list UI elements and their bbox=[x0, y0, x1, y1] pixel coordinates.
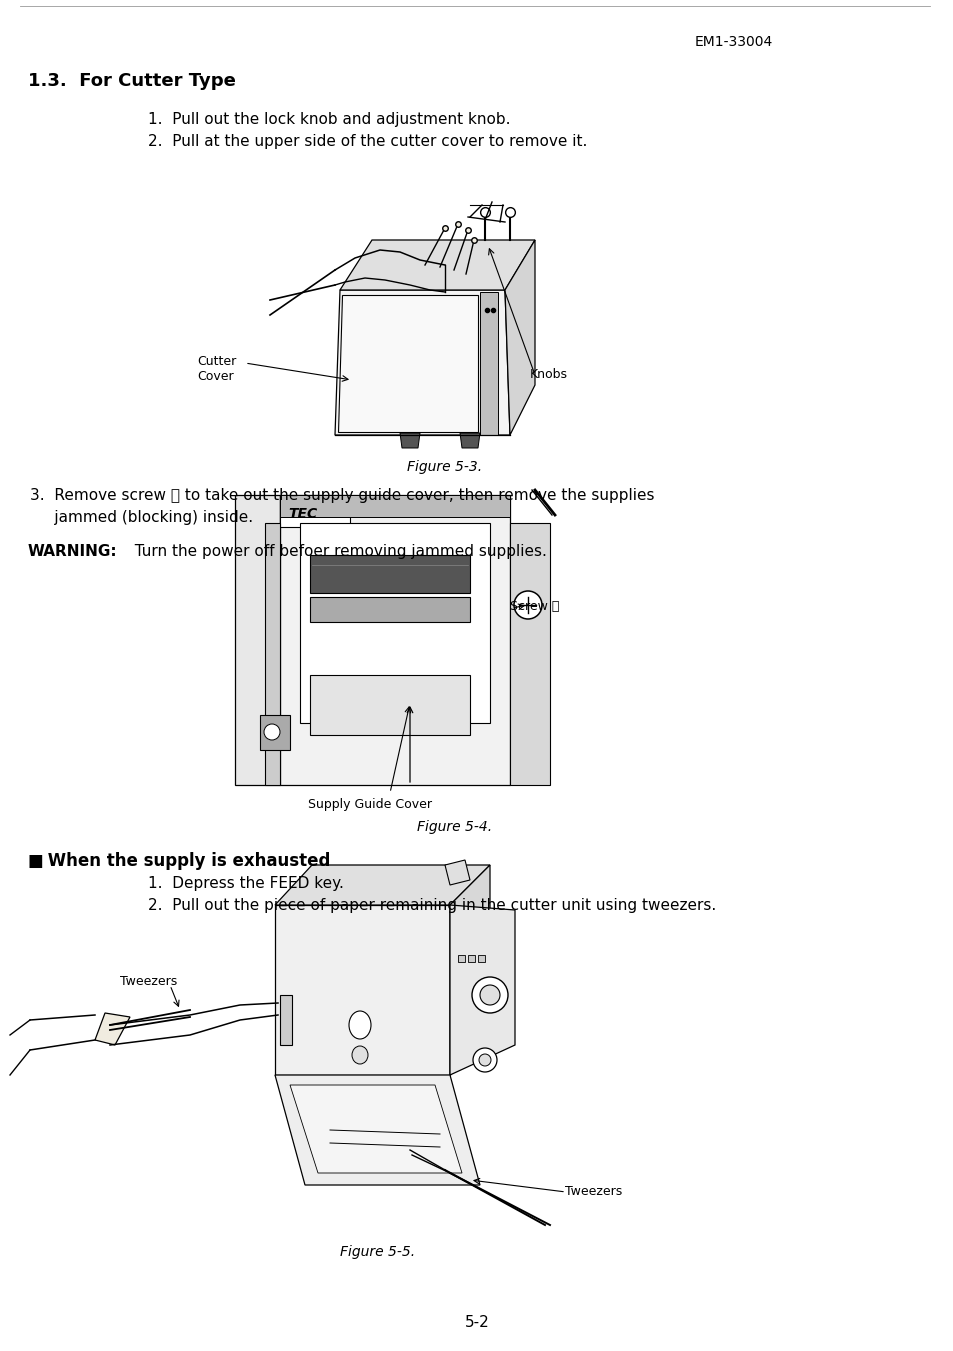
Bar bbox=[310, 676, 470, 735]
Text: Tweezers: Tweezers bbox=[120, 975, 177, 988]
Polygon shape bbox=[504, 240, 535, 435]
Polygon shape bbox=[280, 494, 510, 785]
Bar bbox=[280, 494, 350, 527]
Text: Tweezers: Tweezers bbox=[564, 1185, 621, 1198]
Polygon shape bbox=[399, 434, 419, 449]
Ellipse shape bbox=[352, 1046, 368, 1065]
Bar bbox=[477, 955, 484, 962]
Bar bbox=[468, 955, 475, 962]
Text: Supply Guide Cover: Supply Guide Cover bbox=[308, 798, 432, 811]
Bar bbox=[310, 555, 470, 593]
Bar bbox=[280, 494, 510, 517]
Circle shape bbox=[473, 1048, 497, 1071]
Polygon shape bbox=[274, 905, 450, 1075]
Polygon shape bbox=[335, 290, 510, 435]
Bar bbox=[265, 523, 280, 785]
Circle shape bbox=[264, 724, 280, 740]
Text: 1.  Depress the FEED key.: 1. Depress the FEED key. bbox=[148, 875, 343, 892]
Circle shape bbox=[479, 985, 499, 1005]
Text: 1.3.  For Cutter Type: 1.3. For Cutter Type bbox=[28, 72, 235, 91]
Circle shape bbox=[514, 590, 541, 619]
Text: Cutter
Cover: Cutter Cover bbox=[196, 355, 236, 382]
Bar bbox=[280, 994, 292, 1046]
Text: Figure 5-3.: Figure 5-3. bbox=[407, 459, 482, 474]
Text: 2.  Pull out the piece of paper remaining in the cutter unit using tweezers.: 2. Pull out the piece of paper remaining… bbox=[148, 898, 716, 913]
Text: Turn the power off befoer removing jammed supplies.: Turn the power off befoer removing jamme… bbox=[125, 544, 546, 559]
Bar bbox=[457, 955, 464, 962]
Circle shape bbox=[472, 977, 507, 1013]
Text: 5-2: 5-2 bbox=[464, 1315, 489, 1329]
Text: jammed (blocking) inside.: jammed (blocking) inside. bbox=[30, 509, 253, 526]
Polygon shape bbox=[274, 865, 490, 905]
Polygon shape bbox=[95, 1013, 130, 1046]
Text: 1.  Pull out the lock knob and adjustment knob.: 1. Pull out the lock knob and adjustment… bbox=[148, 112, 510, 127]
Polygon shape bbox=[274, 1075, 479, 1185]
Text: Knobs: Knobs bbox=[530, 367, 567, 381]
Text: Screw ⓐ: Screw ⓐ bbox=[510, 600, 558, 613]
Bar bbox=[260, 715, 290, 750]
Circle shape bbox=[478, 1054, 491, 1066]
Text: When the supply is exhausted: When the supply is exhausted bbox=[42, 852, 330, 870]
Text: TEC: TEC bbox=[288, 507, 316, 521]
Text: 2.  Pull at the upper side of the cutter cover to remove it.: 2. Pull at the upper side of the cutter … bbox=[148, 134, 587, 149]
Ellipse shape bbox=[416, 355, 422, 365]
Polygon shape bbox=[290, 1085, 461, 1173]
Bar bbox=[299, 523, 490, 723]
Polygon shape bbox=[444, 861, 470, 885]
Bar bbox=[479, 292, 497, 435]
Text: ■: ■ bbox=[28, 852, 44, 870]
Polygon shape bbox=[339, 240, 535, 290]
Polygon shape bbox=[459, 434, 479, 449]
Bar bbox=[310, 597, 470, 621]
Polygon shape bbox=[337, 295, 477, 432]
Polygon shape bbox=[450, 905, 515, 1075]
Text: WARNING:: WARNING: bbox=[28, 544, 117, 559]
Ellipse shape bbox=[349, 1011, 371, 1039]
Bar bbox=[510, 523, 550, 785]
Ellipse shape bbox=[416, 370, 422, 380]
Text: 3.  Remove screw ⓐ to take out the supply guide cover, then remove the supplies: 3. Remove screw ⓐ to take out the supply… bbox=[30, 488, 654, 503]
Text: Figure 5-4.: Figure 5-4. bbox=[417, 820, 492, 834]
Polygon shape bbox=[234, 494, 280, 785]
Text: EM1-33004: EM1-33004 bbox=[695, 35, 773, 49]
Text: Figure 5-5.: Figure 5-5. bbox=[339, 1246, 415, 1259]
Polygon shape bbox=[450, 865, 490, 1075]
